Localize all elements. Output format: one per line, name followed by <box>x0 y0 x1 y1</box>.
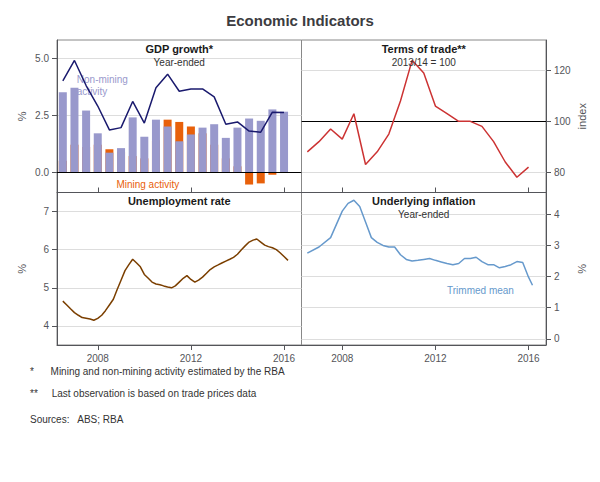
svg-text:2012: 2012 <box>180 353 203 364</box>
svg-text:5.0: 5.0 <box>35 53 49 64</box>
svg-text:Trimmed mean: Trimmed mean <box>447 285 514 296</box>
svg-text:2: 2 <box>554 271 560 282</box>
svg-text:Non-mining: Non-mining <box>76 74 128 85</box>
svg-text:Underlying inflation: Underlying inflation <box>372 195 476 207</box>
svg-text:2012: 2012 <box>424 353 447 364</box>
svg-text:100: 100 <box>554 116 571 127</box>
svg-text:2013/14 = 100: 2013/14 = 100 <box>392 57 457 68</box>
svg-text:3: 3 <box>554 240 560 251</box>
svg-text:0: 0 <box>554 333 560 344</box>
svg-text:7: 7 <box>43 206 49 217</box>
svg-text:4: 4 <box>43 320 49 331</box>
svg-text:GDP growth*: GDP growth* <box>145 43 213 55</box>
svg-text:2008: 2008 <box>331 353 354 364</box>
svg-text:2016: 2016 <box>273 353 296 364</box>
svg-text:%: % <box>576 264 588 274</box>
svg-text:%: % <box>16 111 28 121</box>
svg-text:80: 80 <box>554 167 566 178</box>
svg-text:** Last observation is bas: ** Last observation is based on trade pr… <box>30 388 257 399</box>
svg-text:2008: 2008 <box>87 353 110 364</box>
svg-text:Economic Indicators: Economic Indicators <box>226 12 374 29</box>
svg-text:1: 1 <box>554 302 560 313</box>
svg-text:2016: 2016 <box>517 353 540 364</box>
svg-text:Sources: ABS; RBA: Sources: ABS; RBA <box>30 414 124 425</box>
svg-text:Year-ended: Year-ended <box>398 209 449 220</box>
svg-text:5: 5 <box>43 282 49 293</box>
svg-text:Year-ended: Year-ended <box>154 57 205 68</box>
svg-text:6: 6 <box>43 244 49 255</box>
svg-text:4: 4 <box>554 209 560 220</box>
svg-text:%: % <box>16 264 28 274</box>
svg-text:Terms of trade**: Terms of trade** <box>382 43 467 55</box>
svg-text:* Mining and non-mining a: * Mining and non-mining activity estimat… <box>30 366 285 377</box>
svg-text:Unemployment rate: Unemployment rate <box>128 195 231 207</box>
svg-text:activity: activity <box>76 86 108 97</box>
svg-text:index: index <box>576 103 588 130</box>
svg-text:2.5: 2.5 <box>35 110 49 121</box>
svg-text:120: 120 <box>554 65 571 76</box>
svg-text:0.0: 0.0 <box>35 167 49 178</box>
svg-text:Mining activity: Mining activity <box>116 179 179 190</box>
